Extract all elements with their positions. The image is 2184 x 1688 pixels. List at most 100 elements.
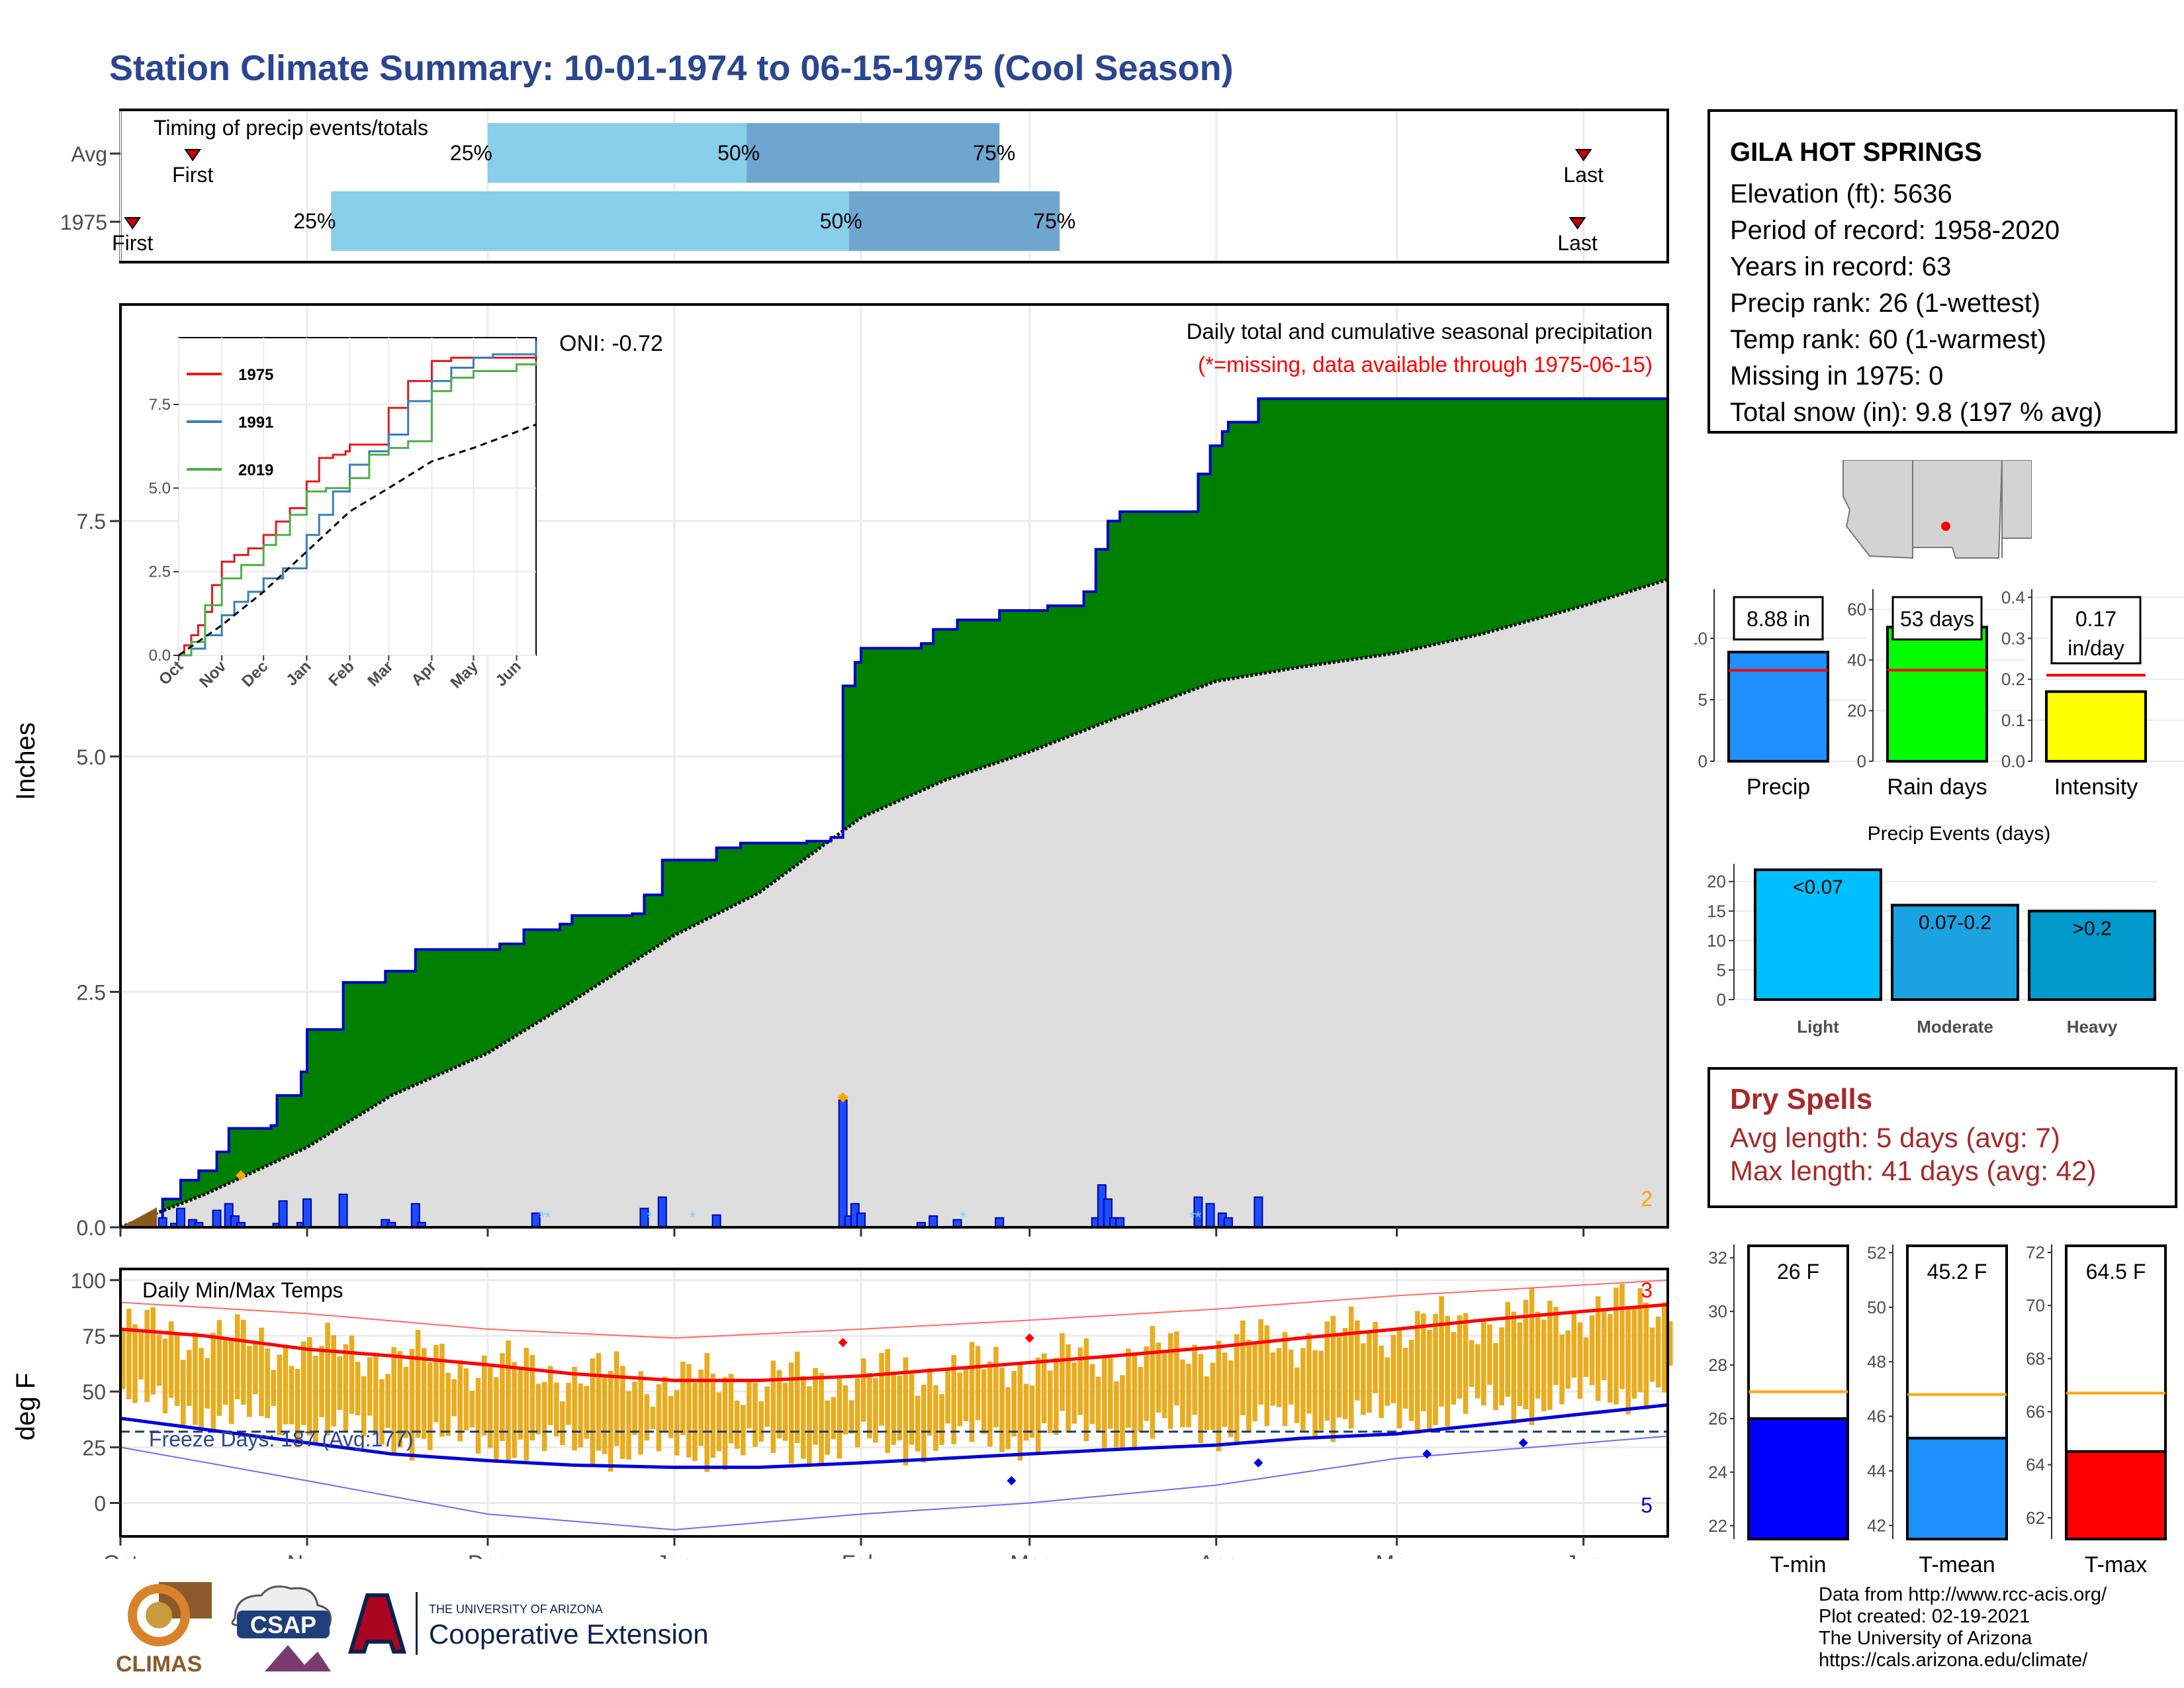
- daily-temp-bar: [1577, 1322, 1583, 1399]
- dry-spells-max: Max length: 41 days (avg: 42): [1730, 1155, 2097, 1186]
- station-info-box: GILA HOT SPRINGS Elevation (ft): 5636 Pe…: [1707, 109, 2177, 434]
- daily-temp-bar: [337, 1356, 343, 1410]
- avg-max-line: [120, 1303, 1668, 1382]
- daily-temp-bar: [500, 1353, 505, 1442]
- daily-temp-bar: [1408, 1340, 1414, 1421]
- daily-temp-bar: [240, 1319, 246, 1405]
- summary-tick-label: 5: [1698, 690, 1707, 710]
- record-marker: [837, 1092, 848, 1103]
- daily-temp-bar: [325, 1323, 330, 1436]
- daily-temp-bar: [1210, 1362, 1216, 1430]
- daily-precip-bar: [212, 1209, 222, 1228]
- summary-tick-label: 60: [1847, 600, 1866, 620]
- summary-bar: [1886, 626, 1988, 763]
- inset-legend-label: 1975: [238, 366, 273, 384]
- temp-lines: [120, 1279, 1668, 1530]
- events-bar-label: <0.07: [1793, 876, 1843, 898]
- inset-lines: [178, 341, 537, 657]
- summary-value-label: 53 days: [1900, 607, 1974, 631]
- daily-temp-bar: [1017, 1362, 1023, 1461]
- daily-temp-bar: [349, 1335, 355, 1414]
- snow-marker: *: [960, 1207, 967, 1227]
- station-line: Precip rank: 26 (1-wettest): [1730, 289, 2041, 318]
- daily-temp-bar: [295, 1368, 300, 1448]
- temp-summary-xlabel: T-max: [2085, 1552, 2147, 1577]
- first-label: First: [112, 231, 153, 255]
- snow-marker: *: [647, 1207, 653, 1227]
- daily-temp-bar: [728, 1374, 734, 1444]
- daily-temp-bar: [1288, 1349, 1294, 1405]
- temp-record-marker: [1518, 1438, 1528, 1448]
- daily-temp-bar: [1342, 1328, 1348, 1419]
- dry-spells-title: Dry Spells: [1730, 1083, 1873, 1115]
- temp-summary-value: 64.5 F: [2086, 1260, 2146, 1284]
- daily-temp-bar: [873, 1378, 878, 1443]
- daily-temp-bar: [1222, 1352, 1228, 1427]
- daily-temp-bar: [1132, 1353, 1137, 1449]
- snow-marker: *: [1195, 1207, 1201, 1227]
- events-bar: [1754, 868, 1882, 1001]
- daily-temp-bar: [1144, 1346, 1150, 1421]
- climas-logo[interactable]: CLIMAS: [116, 1582, 212, 1677]
- events-bar-label: 0.07-0.2: [1919, 912, 1991, 933]
- daily-temp-bar: [1252, 1341, 1257, 1422]
- daily-temp-bar: [837, 1376, 842, 1459]
- daily-temp-bar: [535, 1383, 541, 1434]
- daily-temp-bar: [632, 1382, 637, 1435]
- page-title: Station Climate Summary: 10-01-1974 to 0…: [109, 48, 1234, 88]
- ua-logo[interactable]: THE UNIVERSITY OF ARIZONA Cooperative Ex…: [347, 1592, 709, 1655]
- daily-temp-bar: [1421, 1313, 1426, 1411]
- daily-temp-bar: [234, 1314, 240, 1399]
- temp-record-marker: [1024, 1333, 1034, 1343]
- daily-temp-bar: [788, 1362, 794, 1464]
- daily-temp-bar: [187, 1350, 192, 1406]
- daily-temp-bar: [126, 1309, 132, 1399]
- summary-xlabel: Precip: [1747, 774, 1810, 800]
- daily-temp-bar: [1150, 1326, 1156, 1439]
- daily-temp-bar: [1414, 1311, 1420, 1434]
- timing-bars: 25% 50% 75% First Last 25% 50% 75% First Last: [112, 123, 1604, 255]
- timing-label-50: 50%: [820, 209, 862, 233]
- daily-temp-bar: [307, 1336, 312, 1436]
- daily-temp-bar: [180, 1360, 186, 1427]
- freeze-days: Freeze Days: 187 (Avg:177): [149, 1427, 414, 1451]
- temp-yticks: 0 25 50 75 100: [71, 1269, 120, 1516]
- daily-temp-bar: [193, 1332, 198, 1425]
- daily-temp-bar: [367, 1357, 373, 1416]
- daily-temp-bar: [680, 1361, 686, 1435]
- daily-temp-bar: [1041, 1353, 1047, 1424]
- daily-temp-bar: [1023, 1383, 1029, 1441]
- temp-tick-label: 100: [71, 1269, 106, 1293]
- avg-min-line: [120, 1403, 1668, 1470]
- daily-temp-bar: [741, 1405, 746, 1456]
- daily-temp-bar: [1029, 1385, 1035, 1438]
- daily-temp-bar: [1625, 1307, 1631, 1415]
- daily-temp-bar: [1234, 1334, 1240, 1442]
- temp-summary-tick-label: 28: [1708, 1355, 1727, 1375]
- daily-temp-bar: [1668, 1321, 1673, 1366]
- daily-temp-bar: [1083, 1338, 1089, 1442]
- daily-temp-bar: [271, 1370, 277, 1406]
- daily-temp-bar: [1631, 1306, 1637, 1399]
- daily-temp-bar: [668, 1395, 674, 1438]
- daily-temp-bar: [602, 1374, 608, 1454]
- daily-temp-bar: [596, 1353, 602, 1451]
- csap-logo[interactable]: CSAP: [231, 1585, 332, 1671]
- daily-temp-bar: [825, 1400, 830, 1455]
- temp-summary-tick-label: 44: [1867, 1461, 1886, 1481]
- daily-temp-bar: [1167, 1333, 1173, 1429]
- inset-legend: 1975 1991 2019: [187, 366, 273, 479]
- daily-temp-bar: [361, 1376, 367, 1436]
- daily-temp-bar: [1161, 1353, 1167, 1419]
- station-line: Temp rank: 60 (1-warmest): [1730, 325, 2046, 354]
- daily-temp-bar: [1126, 1348, 1131, 1428]
- temp-chart: deg F 0 25 50 75 100 Daily Min/Max Temps Fre…: [11, 1268, 1673, 1559]
- daily-temp-bar: [265, 1348, 270, 1419]
- daily-temp-bar: [1101, 1357, 1107, 1451]
- daily-temp-bar: [1216, 1340, 1222, 1452]
- daily-temp-bar: [1385, 1357, 1390, 1406]
- temp-tick-label: 0: [94, 1492, 106, 1516]
- daily-temp-bar: [421, 1348, 427, 1439]
- daily-temp-bar: [1174, 1331, 1179, 1406]
- temp-bars: [120, 1284, 1673, 1472]
